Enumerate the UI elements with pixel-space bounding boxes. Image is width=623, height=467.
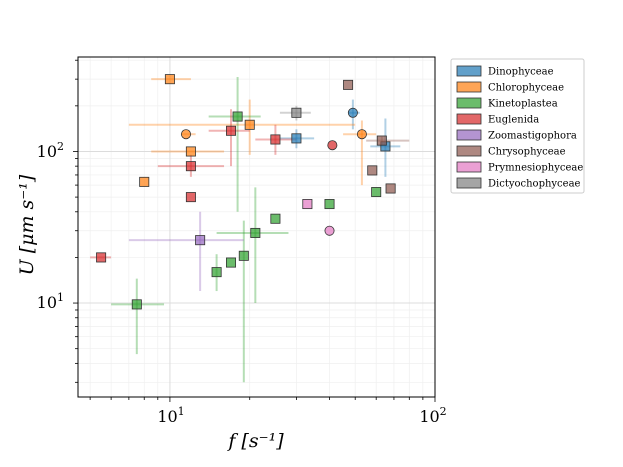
data-point-square [367,165,378,176]
data-point-square [270,213,281,224]
data-point-square [164,74,175,85]
legend-frame [450,58,585,194]
data-point-square [291,133,302,144]
data-point-square [302,199,313,210]
legend-swatch [456,65,482,77]
x-tick-label-10: 101 [157,405,184,426]
minor-grid [78,57,435,397]
data-point-square [185,192,196,203]
legend-swatch [456,177,482,189]
data-point-square [376,135,387,146]
data-point-square [185,161,196,172]
legend-label: Kinetoplastea [488,99,558,110]
data-point-square [139,176,150,187]
legend: Dinophyceae Chlorophyceae Kinetoplastea Eug… [450,58,585,194]
axis-ticks [73,59,436,402]
legend-label: Dictyochophyceae [488,179,581,190]
data-point-square [385,183,396,194]
data-point-square [96,252,107,263]
data-point-square [343,79,354,90]
x-tick-label-100: 102 [419,405,446,426]
data-point-square [211,267,222,278]
data-point-square [270,134,281,145]
data-point-square [131,299,142,310]
legend-swatch [456,129,482,141]
major-grid [78,57,436,397]
x-axis-label: f [s⁻¹] [226,430,284,452]
data-point-circle [324,225,335,236]
y-axis-label: U [μm s⁻¹] [16,174,38,275]
y-tick-label-100: 102 [37,140,64,161]
data-point-square [244,119,255,130]
legend-swatch [456,145,482,157]
data-markers [96,74,396,310]
data-point-circle [181,129,192,140]
legend-label: Dinophyceae [488,67,554,78]
y-tick-label-10: 101 [37,291,64,312]
data-point-square [324,199,335,210]
legend-swatch [456,81,482,93]
data-point-circle [356,129,367,140]
data-point-square [232,111,243,122]
data-point-square [291,107,302,118]
data-point-square [226,125,237,136]
data-point-circle [347,107,358,118]
legend-swatch [456,161,482,173]
data-point-circle [327,140,338,151]
data-point-square [195,235,206,246]
legend-label: Zoomastigophora [488,131,577,142]
data-point-square [185,146,196,157]
legend-label: Prymnesiophyceae [488,163,583,174]
legend-swatch [456,113,482,125]
legend-swatch [456,97,482,109]
legend-label: Euglenida [488,115,539,126]
data-point-square [238,250,249,261]
legend-label: Chlorophyceae [488,83,564,94]
data-point-square [250,227,261,238]
legend-label: Chrysophyceae [488,147,566,158]
data-point-square [371,187,382,198]
data-point-square [226,257,237,268]
plot-area-frame [77,56,436,398]
